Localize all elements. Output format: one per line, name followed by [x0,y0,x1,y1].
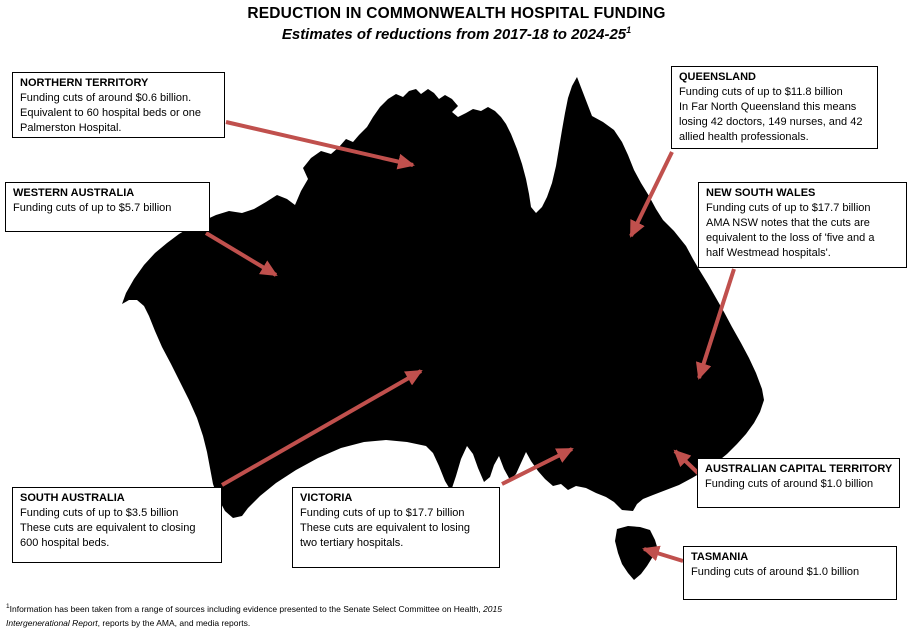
callout-line: Funding cuts of up to $5.7 billion [13,202,172,214]
arrow-victoria [501,447,574,486]
footnote-text: Information has been taken from a range … [9,603,484,614]
callout-line: Funding cuts of around $0.6 billion. [20,92,192,104]
callout-new-south-wales: NEW SOUTH WALES Funding cuts of up to $1… [698,182,907,268]
callout-title: NORTHERN TERRITORY [20,77,149,89]
callout-line: These cuts are equivalent to closing [20,522,196,534]
callout-line: two tertiary hospitals. [300,537,404,549]
arrow-australian-capital-territory [673,449,701,476]
callout-line: equivalent to the loss of 'five and a [706,232,875,244]
callout-line: 600 hospital beds. [20,537,110,549]
callout-line: These cuts are equivalent to losing [300,522,470,534]
callout-line: Funding cuts of around $1.0 billion [691,566,860,578]
callout-title: QUEENSLAND [679,71,757,83]
callout-title: AUSTRALIAN CAPITAL TERRITORY [705,463,893,475]
callout-title: SOUTH AUSTRALIA [20,492,125,504]
callout-title: TASMANIA [691,551,749,563]
callout-australian-capital-territory: AUSTRALIAN CAPITAL TERRITORY Funding cut… [697,458,900,508]
callout-line: Funding cuts of up to $17.7 billion [706,202,871,214]
subtitle-footnote-marker: 1 [626,25,632,35]
footnote-italic-source: 2015 Intergenerational Report [6,603,502,628]
footnote-marker: 1 [6,603,10,610]
arrow-south-australia [221,369,423,487]
callout-tasmania: TASMANIA Funding cuts of around $1.0 bil… [683,546,897,600]
callout-line: Funding cuts of up to $17.7 billion [300,507,465,519]
callout-line: Funding cuts of up to $11.8 billion [679,86,843,98]
callout-title: WESTERN AUSTRALIA [13,187,135,199]
callout-title: VICTORIA [300,492,353,504]
callout-western-australia: WESTERN AUSTRALIA Funding cuts of up to … [5,182,210,232]
footnote: 1Information has been taken from a range… [6,600,511,630]
callout-line: Funding cuts of around $1.0 billion [705,478,874,490]
arrow-new-south-wales [695,268,736,380]
callout-line: In Far North Queensland this means [679,101,857,113]
arrow-western-australia [204,231,278,277]
page-title: REDUCTION IN COMMONWEALTH HOSPITAL FUNDI… [247,5,666,22]
callout-line: allied health professionals. [679,131,809,143]
callout-line: AMA NSW notes that the cuts are [706,217,870,229]
callout-line: half Westmead hospitals'. [706,247,831,259]
callout-arrows [204,120,736,563]
callout-line: losing 42 doctors, 149 nurses, and 42 [679,116,863,128]
callout-line: Equivalent to 60 hospital beds or one [20,107,202,119]
callout-title: NEW SOUTH WALES [706,187,816,199]
arrow-tasmania [642,545,684,563]
footnote-text-tail: , reports by the AMA, and media reports. [97,617,251,628]
header: REDUCTION IN COMMONWEALTH HOSPITAL FUNDI… [0,5,913,43]
callout-south-australia: SOUTH AUSTRALIA Funding cuts of up to $3… [12,487,222,563]
subtitle-text: Estimates of reductions from 2017-18 to … [281,26,627,43]
tasmania-silhouette [615,526,658,580]
arrow-queensland [629,151,674,238]
arrow-northern-territory [225,120,415,170]
callout-line: Funding cuts of up to $3.5 billion [20,507,179,519]
callout-northern-territory: NORTHERN TERRITORY Funding cuts of aroun… [12,72,225,138]
callout-queensland: QUEENSLAND Funding cuts of up to $11.8 b… [671,66,878,149]
australia-mainland-silhouette [122,77,764,518]
page-subtitle: Estimates of reductions from 2017-18 to … [0,25,913,43]
callout-line: Palmerston Hospital. [20,122,122,134]
callout-victoria: VICTORIA Funding cuts of up to $17.7 bil… [292,487,500,568]
